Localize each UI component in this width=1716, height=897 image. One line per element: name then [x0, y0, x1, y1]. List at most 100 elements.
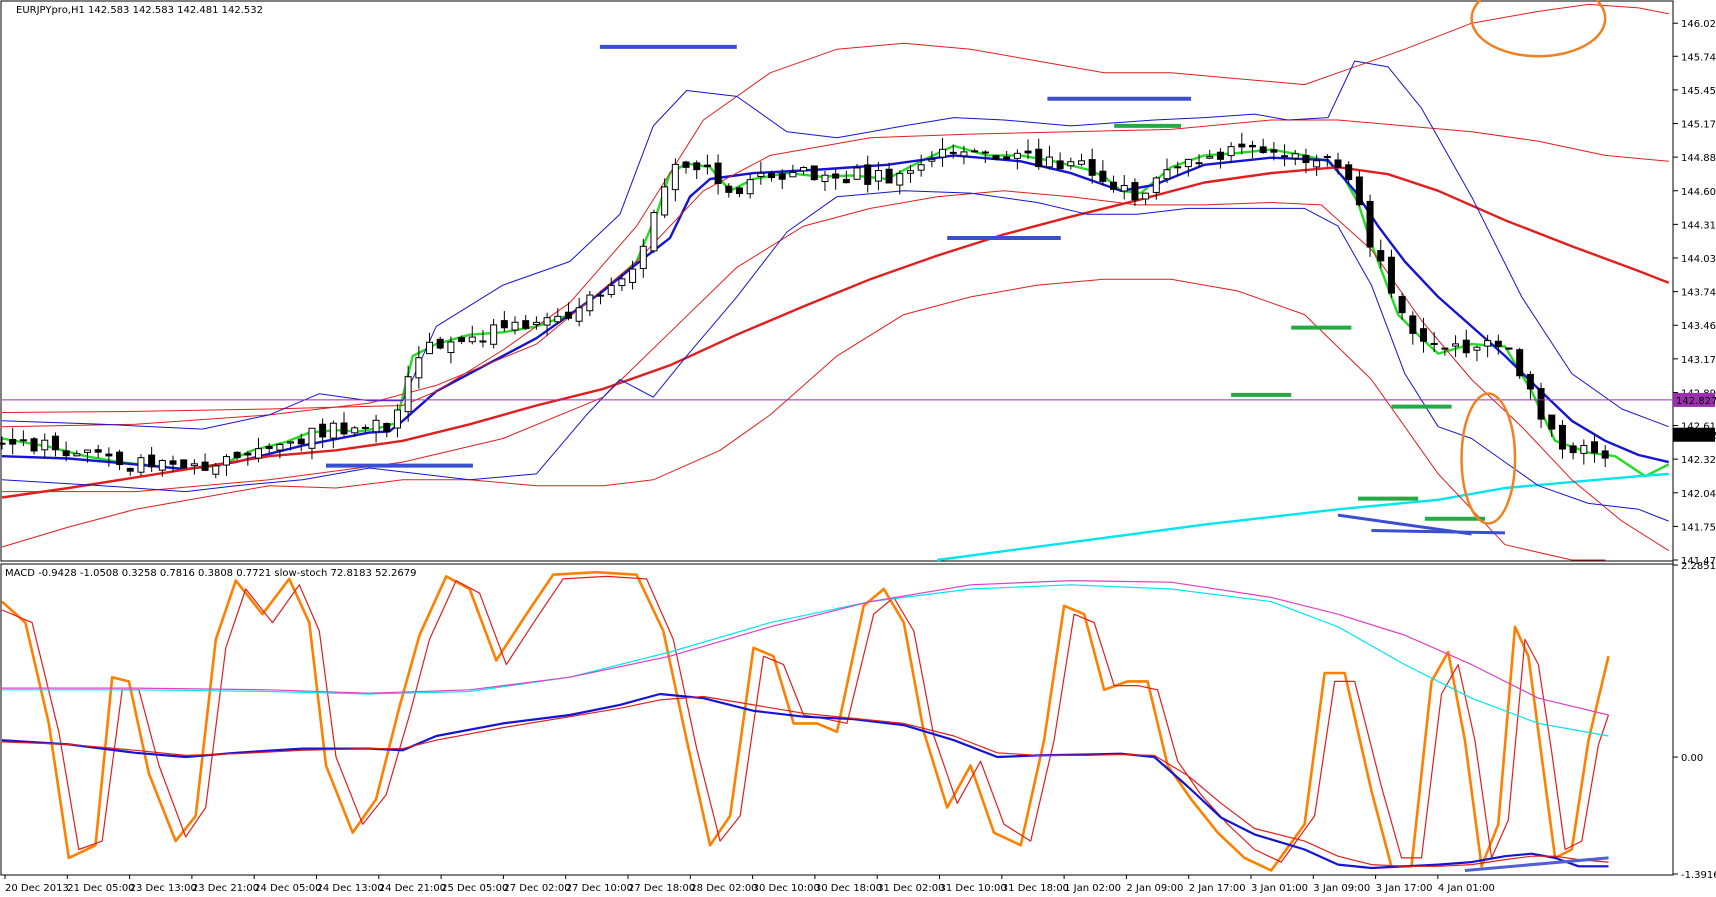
- candle-body: [1174, 166, 1182, 169]
- candle-body: [1035, 148, 1043, 168]
- candles: [0, 132, 1609, 479]
- price-tick-label: 144.315: [1681, 220, 1716, 231]
- price-tick-label: 145.170: [1681, 120, 1716, 131]
- time-tick-label: 2 Jan 09:00: [1126, 883, 1183, 894]
- candle-body: [148, 454, 156, 468]
- price-panel-header: EURJPYpro,H1 142.583 142.583 142.481 142…: [16, 5, 263, 16]
- candle-body: [126, 467, 134, 472]
- time-tick-label: 24 Dec 05:00: [254, 883, 321, 894]
- candle-body: [618, 278, 626, 287]
- price-series-inner-band-lower: [2, 190, 1669, 552]
- candle-body: [842, 178, 850, 184]
- line-price-label: 142.827: [1676, 396, 1716, 407]
- price-tick-label: 143.745: [1681, 288, 1716, 299]
- candle-body: [1494, 340, 1502, 347]
- candle-body: [1441, 347, 1449, 350]
- price-tick-label: 144.600: [1681, 187, 1716, 198]
- candle-body: [500, 320, 508, 329]
- candle-body: [1281, 155, 1289, 158]
- candle-body: [896, 173, 904, 186]
- candle-body: [73, 453, 81, 457]
- candle-body: [1238, 143, 1246, 148]
- candle-body: [0, 442, 6, 445]
- price-tick-label: 142.040: [1681, 489, 1716, 500]
- indicator-panel: [1, 570, 1610, 872]
- candle-body: [1216, 151, 1224, 160]
- candle-body: [639, 245, 647, 269]
- candle-body: [821, 174, 829, 183]
- time-tick-label: 3 Jan 17:00: [1376, 883, 1433, 894]
- candle-body: [436, 338, 444, 349]
- candle-body: [928, 158, 936, 162]
- time-tick-label: 30 Dec 10:00: [753, 883, 820, 894]
- candle-body: [1366, 200, 1374, 248]
- candle-body: [180, 459, 188, 469]
- candle-body: [201, 461, 209, 471]
- candle-body: [1377, 250, 1385, 262]
- candle-body: [1227, 146, 1235, 157]
- candle-body: [1152, 177, 1160, 193]
- candle-body: [94, 449, 102, 453]
- candle-body: [1195, 162, 1203, 165]
- candle-body: [1409, 315, 1417, 334]
- candle-body: [1420, 328, 1428, 342]
- candle-body: [308, 427, 316, 449]
- candle-body: [746, 179, 754, 195]
- time-tick-label: 1 Jan 02:00: [1064, 883, 1121, 894]
- price-tick-label: 144.030: [1681, 254, 1716, 265]
- candle-body: [1548, 414, 1556, 430]
- candle-body: [778, 173, 786, 180]
- candle-body: [1473, 346, 1481, 351]
- candle-body: [1526, 373, 1534, 390]
- candle-body: [511, 321, 519, 331]
- candle-body: [297, 438, 305, 445]
- candle-body: [1184, 158, 1192, 168]
- candle-body: [1430, 342, 1438, 345]
- candle-body: [1013, 152, 1021, 159]
- candle-body: [1088, 159, 1096, 176]
- candle-body: [810, 165, 818, 181]
- price-tick-label: 145.455: [1681, 86, 1716, 97]
- candle-body: [960, 151, 968, 157]
- candle-body: [629, 268, 637, 283]
- current-price-tag: [1673, 427, 1715, 442]
- candle-body: [575, 307, 583, 322]
- candle-body: [361, 426, 369, 429]
- time-tick-label: 3 Jan 01:00: [1251, 883, 1308, 894]
- candle-body: [51, 435, 59, 451]
- candle-body: [426, 341, 434, 355]
- candle-body: [971, 150, 979, 153]
- candle-body: [864, 164, 872, 185]
- candle-body: [1516, 349, 1524, 377]
- candle-body: [1580, 445, 1588, 454]
- candle-body: [319, 423, 327, 438]
- candle-body: [1601, 450, 1609, 459]
- candle-body: [1163, 169, 1171, 180]
- candle-body: [1345, 164, 1353, 180]
- candle-body: [586, 294, 594, 312]
- candle-body: [543, 317, 551, 326]
- indicator-tick-label: 2.2851: [1681, 561, 1716, 572]
- indicator-tick-label: -1.3916: [1681, 870, 1716, 881]
- candle-body: [458, 337, 466, 342]
- time-tick-label: 27 Dec 02:00: [503, 883, 570, 894]
- time-tick-label: 21 Dec 05:00: [67, 883, 134, 894]
- candle-body: [447, 341, 455, 354]
- indicator-tick-label: 0.00: [1681, 753, 1703, 764]
- candle-body: [532, 321, 540, 326]
- candle-body: [949, 151, 957, 154]
- candle-body: [1131, 182, 1139, 201]
- candle-body: [351, 427, 359, 434]
- candle-body: [415, 357, 423, 379]
- candle-body: [1537, 388, 1545, 420]
- time-tick-label: 27 Dec 18:00: [628, 883, 695, 894]
- indicator-series-long-trend: [2, 584, 1609, 737]
- candle-body: [703, 164, 711, 167]
- time-tick-label: 24 Dec 21:00: [379, 883, 446, 894]
- time-tick-label: 23 Dec 13:00: [130, 883, 197, 894]
- candle-body: [693, 162, 701, 171]
- candle-body: [490, 324, 498, 345]
- candle-body: [1591, 441, 1599, 454]
- time-tick-label: 31 Dec 10:00: [940, 883, 1007, 894]
